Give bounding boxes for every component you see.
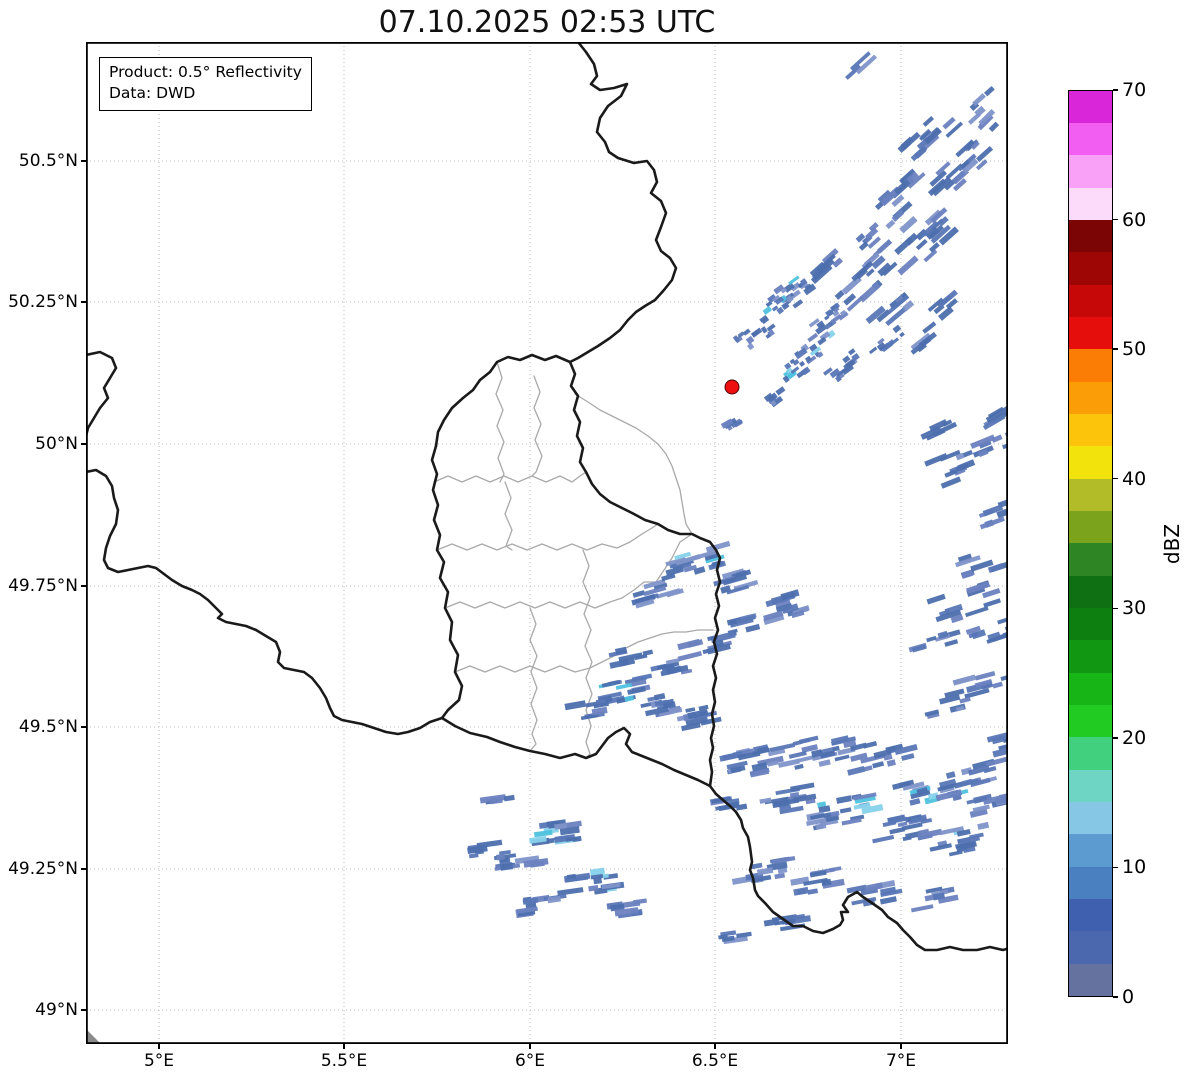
x-axis-tick-mark xyxy=(343,1044,345,1049)
plot-title: 07.10.2025 02:53 UTC xyxy=(378,5,716,40)
colorbar-tick-label: 30 xyxy=(1122,597,1147,620)
country-border xyxy=(568,42,678,364)
colorbar-tick-mark xyxy=(1113,477,1118,480)
colorbar-tick-mark xyxy=(1113,218,1118,221)
colorbar-segment xyxy=(1069,834,1112,867)
colorbar-segment xyxy=(1069,769,1112,803)
colorbar-tick-mark xyxy=(1113,866,1118,869)
colorbar-tick-label: 60 xyxy=(1122,208,1147,231)
colorbar-segment xyxy=(1069,284,1112,318)
colorbar-segment xyxy=(1069,252,1112,285)
y-axis-tick-label: 50.25°N xyxy=(8,292,78,312)
country-border xyxy=(86,350,118,438)
map-plot xyxy=(86,42,1008,1044)
colorbar-segment xyxy=(1069,446,1112,479)
radar-echo-layer xyxy=(467,51,1008,945)
y-axis-tick-label: 49.25°N xyxy=(8,859,78,879)
colorbar-segment xyxy=(1069,543,1112,576)
y-axis-tick-mark xyxy=(81,868,86,870)
x-axis-tick-mark xyxy=(900,1044,902,1049)
y-axis-tick-mark xyxy=(81,443,86,445)
colorbar-segment xyxy=(1069,608,1112,641)
colorbar-tick-label: 0 xyxy=(1122,986,1135,1008)
colorbar-segment xyxy=(1069,640,1112,673)
canton-border xyxy=(529,607,538,752)
colorbar-segment xyxy=(1069,478,1112,512)
y-axis-tick-label: 50°N xyxy=(35,434,78,454)
product-annotation: Product: 0.5° Reflectivity Data: DWD xyxy=(99,57,312,111)
x-axis-tick-label: 5.5°E xyxy=(320,1051,368,1071)
colorbar-tick-label: 20 xyxy=(1122,726,1147,749)
colorbar-segment xyxy=(1069,123,1112,156)
colorbar-segment xyxy=(1069,155,1112,188)
y-axis-tick-label: 49°N xyxy=(35,1000,78,1020)
colorbar-segment xyxy=(1069,866,1112,900)
country-border xyxy=(86,468,444,736)
colorbar-tick-label: 70 xyxy=(1122,79,1147,101)
colorbar-segment xyxy=(1069,381,1112,415)
colorbar-segment xyxy=(1069,187,1112,221)
colorbar-segment xyxy=(1069,414,1112,447)
country-border xyxy=(568,360,722,788)
x-axis-tick-label: 7°E xyxy=(885,1051,917,1071)
y-axis-tick-mark xyxy=(81,1009,86,1011)
colorbar-tick-label: 10 xyxy=(1122,856,1147,879)
colorbar-segment xyxy=(1069,705,1112,738)
canton-border xyxy=(504,481,513,551)
colorbar-tick-mark xyxy=(1113,607,1118,610)
colorbar-tick-label: 50 xyxy=(1122,338,1147,361)
y-axis-tick-mark xyxy=(81,585,86,587)
country-border xyxy=(440,716,712,788)
country-border xyxy=(434,353,572,448)
colorbar-tick-mark xyxy=(1113,348,1118,350)
colorbar-segment xyxy=(1069,511,1112,544)
x-axis-tick-mark xyxy=(714,1044,716,1049)
colorbar-segment xyxy=(1069,931,1112,964)
product-annotation-line2: Data: DWD xyxy=(109,84,196,103)
x-axis-tick-label: 6°E xyxy=(514,1051,546,1071)
country-border xyxy=(708,784,1008,952)
y-axis-tick-mark xyxy=(81,301,86,303)
colorbar-segment xyxy=(1069,672,1112,706)
colorbar xyxy=(1068,90,1113,997)
colorbar-tick-mark xyxy=(1113,737,1118,739)
y-axis-tick-mark xyxy=(81,726,86,728)
colorbar-tick-mark xyxy=(1113,996,1118,998)
x-axis-tick-mark xyxy=(529,1044,531,1049)
canton-border xyxy=(531,375,543,477)
colorbar-segment xyxy=(1069,963,1112,996)
x-axis-tick-label: 5°E xyxy=(143,1051,175,1071)
canton-border xyxy=(582,549,593,759)
colorbar-axis-label: dBZ xyxy=(1160,523,1184,565)
colorbar-segment xyxy=(1069,737,1112,770)
colorbar-segment xyxy=(1069,220,1112,253)
canton-border xyxy=(574,393,693,535)
y-axis-tick-label: 49.5°N xyxy=(18,717,78,737)
colorbar-segment xyxy=(1069,317,1112,350)
colorbar-segment xyxy=(1069,899,1112,932)
colorbar-tick-label: 40 xyxy=(1122,467,1147,490)
corner-terrain-patch xyxy=(86,1029,101,1044)
canton-border xyxy=(454,629,714,673)
canton-border xyxy=(495,361,505,483)
colorbar-segment xyxy=(1069,575,1112,609)
canton-border xyxy=(436,523,659,551)
colorbar-tick-mark xyxy=(1113,89,1118,91)
canton-border xyxy=(433,471,587,483)
country-border xyxy=(430,444,464,720)
product-annotation-line1: Product: 0.5° Reflectivity xyxy=(109,63,302,81)
x-axis-tick-mark xyxy=(158,1044,160,1049)
colorbar-segment xyxy=(1069,802,1112,835)
y-axis-tick-label: 50.5°N xyxy=(18,151,78,171)
colorbar-segment xyxy=(1069,349,1112,382)
radar-site-marker xyxy=(724,379,740,395)
colorbar-segment xyxy=(1069,90,1112,124)
y-axis-tick-label: 49.75°N xyxy=(8,576,78,596)
x-axis-tick-label: 6.5°E xyxy=(691,1051,739,1071)
y-axis-tick-mark xyxy=(81,160,86,162)
